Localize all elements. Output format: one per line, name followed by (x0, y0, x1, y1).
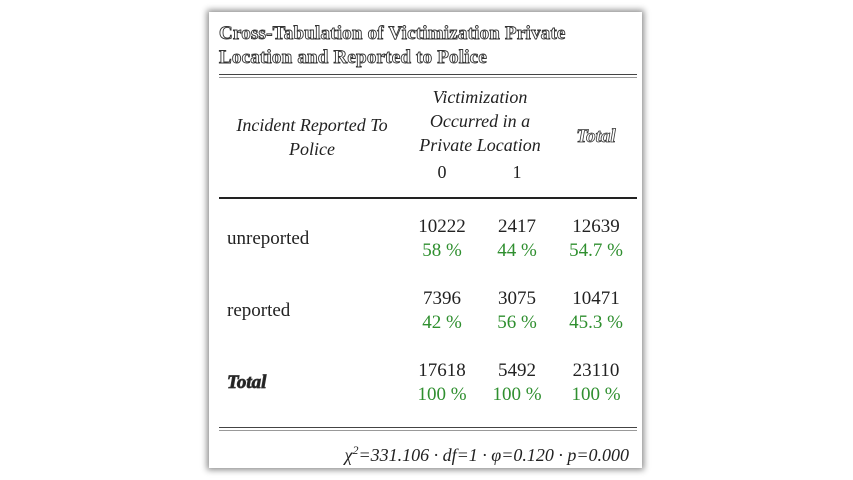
cell-count: 10471 (572, 288, 620, 309)
row-label-total: Total (227, 372, 267, 394)
cell-percent: 45.3 % (569, 312, 623, 333)
cell-percent: 58 % (422, 240, 462, 261)
table-row: reported 7396 42 % 3075 56 % 10471 45.3 % (219, 275, 637, 347)
cell: 23110 100 % (555, 347, 637, 419)
title-rule (219, 74, 637, 78)
column-level-1: 1 (512, 161, 522, 182)
row-label-unreported: unreported (227, 228, 310, 249)
cell: 2417 44 % (479, 198, 555, 275)
cell: 5492 100 % (479, 347, 555, 419)
cell-count: 17618 (418, 360, 466, 381)
cell-count: 10222 (418, 216, 466, 237)
crosstab-table: Incident Reported To Police Victimizatio… (219, 81, 637, 419)
cell-count: 3075 (498, 288, 536, 309)
row-variable-header: Incident Reported To Police (236, 115, 388, 159)
cell: 17618 100 % (405, 347, 479, 419)
cell: 7396 42 % (405, 275, 479, 347)
table-row: unreported 10222 58 % 2417 44 % 12639 54.7 … (219, 198, 637, 275)
cell: 12639 54.7 % (555, 198, 637, 275)
cell-percent: 44 % (497, 240, 537, 261)
cell-percent: 56 % (497, 312, 537, 333)
cell-percent: 100 % (571, 384, 621, 405)
column-variable-header: Victimization Occurred in a Private Loca… (419, 87, 541, 155)
chi-superscript: 2 (352, 443, 359, 457)
cell-percent: 100 % (492, 384, 542, 405)
cell: 10471 45.3 % (555, 275, 637, 347)
cell-percent: 100 % (417, 384, 467, 405)
cell-count: 23110 (572, 360, 620, 381)
table-row: Total 17618 100 % 5492 100 % 23110 100 % (219, 347, 637, 419)
cell-percent: 42 % (422, 312, 462, 333)
cell-count: 12639 (572, 216, 620, 237)
header-rule (219, 187, 637, 199)
row-label-reported: reported (227, 300, 291, 321)
total-column-header: Total (576, 126, 616, 148)
cell-count: 5492 (498, 360, 536, 381)
cell-count: 2417 (498, 216, 536, 237)
cell-percent: 54.7 % (569, 240, 623, 261)
column-level-0: 0 (437, 161, 447, 182)
statistics-values: =331.106 · df=1 · φ=0.120 · p=0.000 (358, 445, 629, 465)
test-statistics: χ2=331.106 · df=1 · φ=0.120 · p=0.000 (219, 443, 629, 466)
footer-rule (219, 427, 637, 431)
cell: 10222 58 % (405, 198, 479, 275)
table-title: Cross-Tabulation of Victimization Privat… (219, 23, 566, 69)
cell: 3075 56 % (479, 275, 555, 347)
cell-count: 7396 (423, 288, 461, 309)
chi-symbol: χ (344, 445, 353, 465)
crosstab-card: Cross-Tabulation of Victimization Privat… (209, 12, 642, 468)
